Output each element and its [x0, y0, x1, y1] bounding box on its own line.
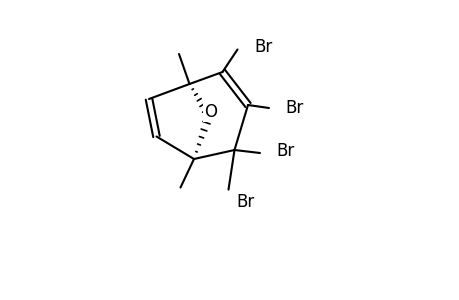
Text: Br: Br [285, 99, 303, 117]
Text: Br: Br [235, 193, 254, 211]
Text: O: O [203, 103, 217, 121]
Text: Br: Br [253, 38, 272, 56]
Text: Br: Br [276, 142, 294, 160]
